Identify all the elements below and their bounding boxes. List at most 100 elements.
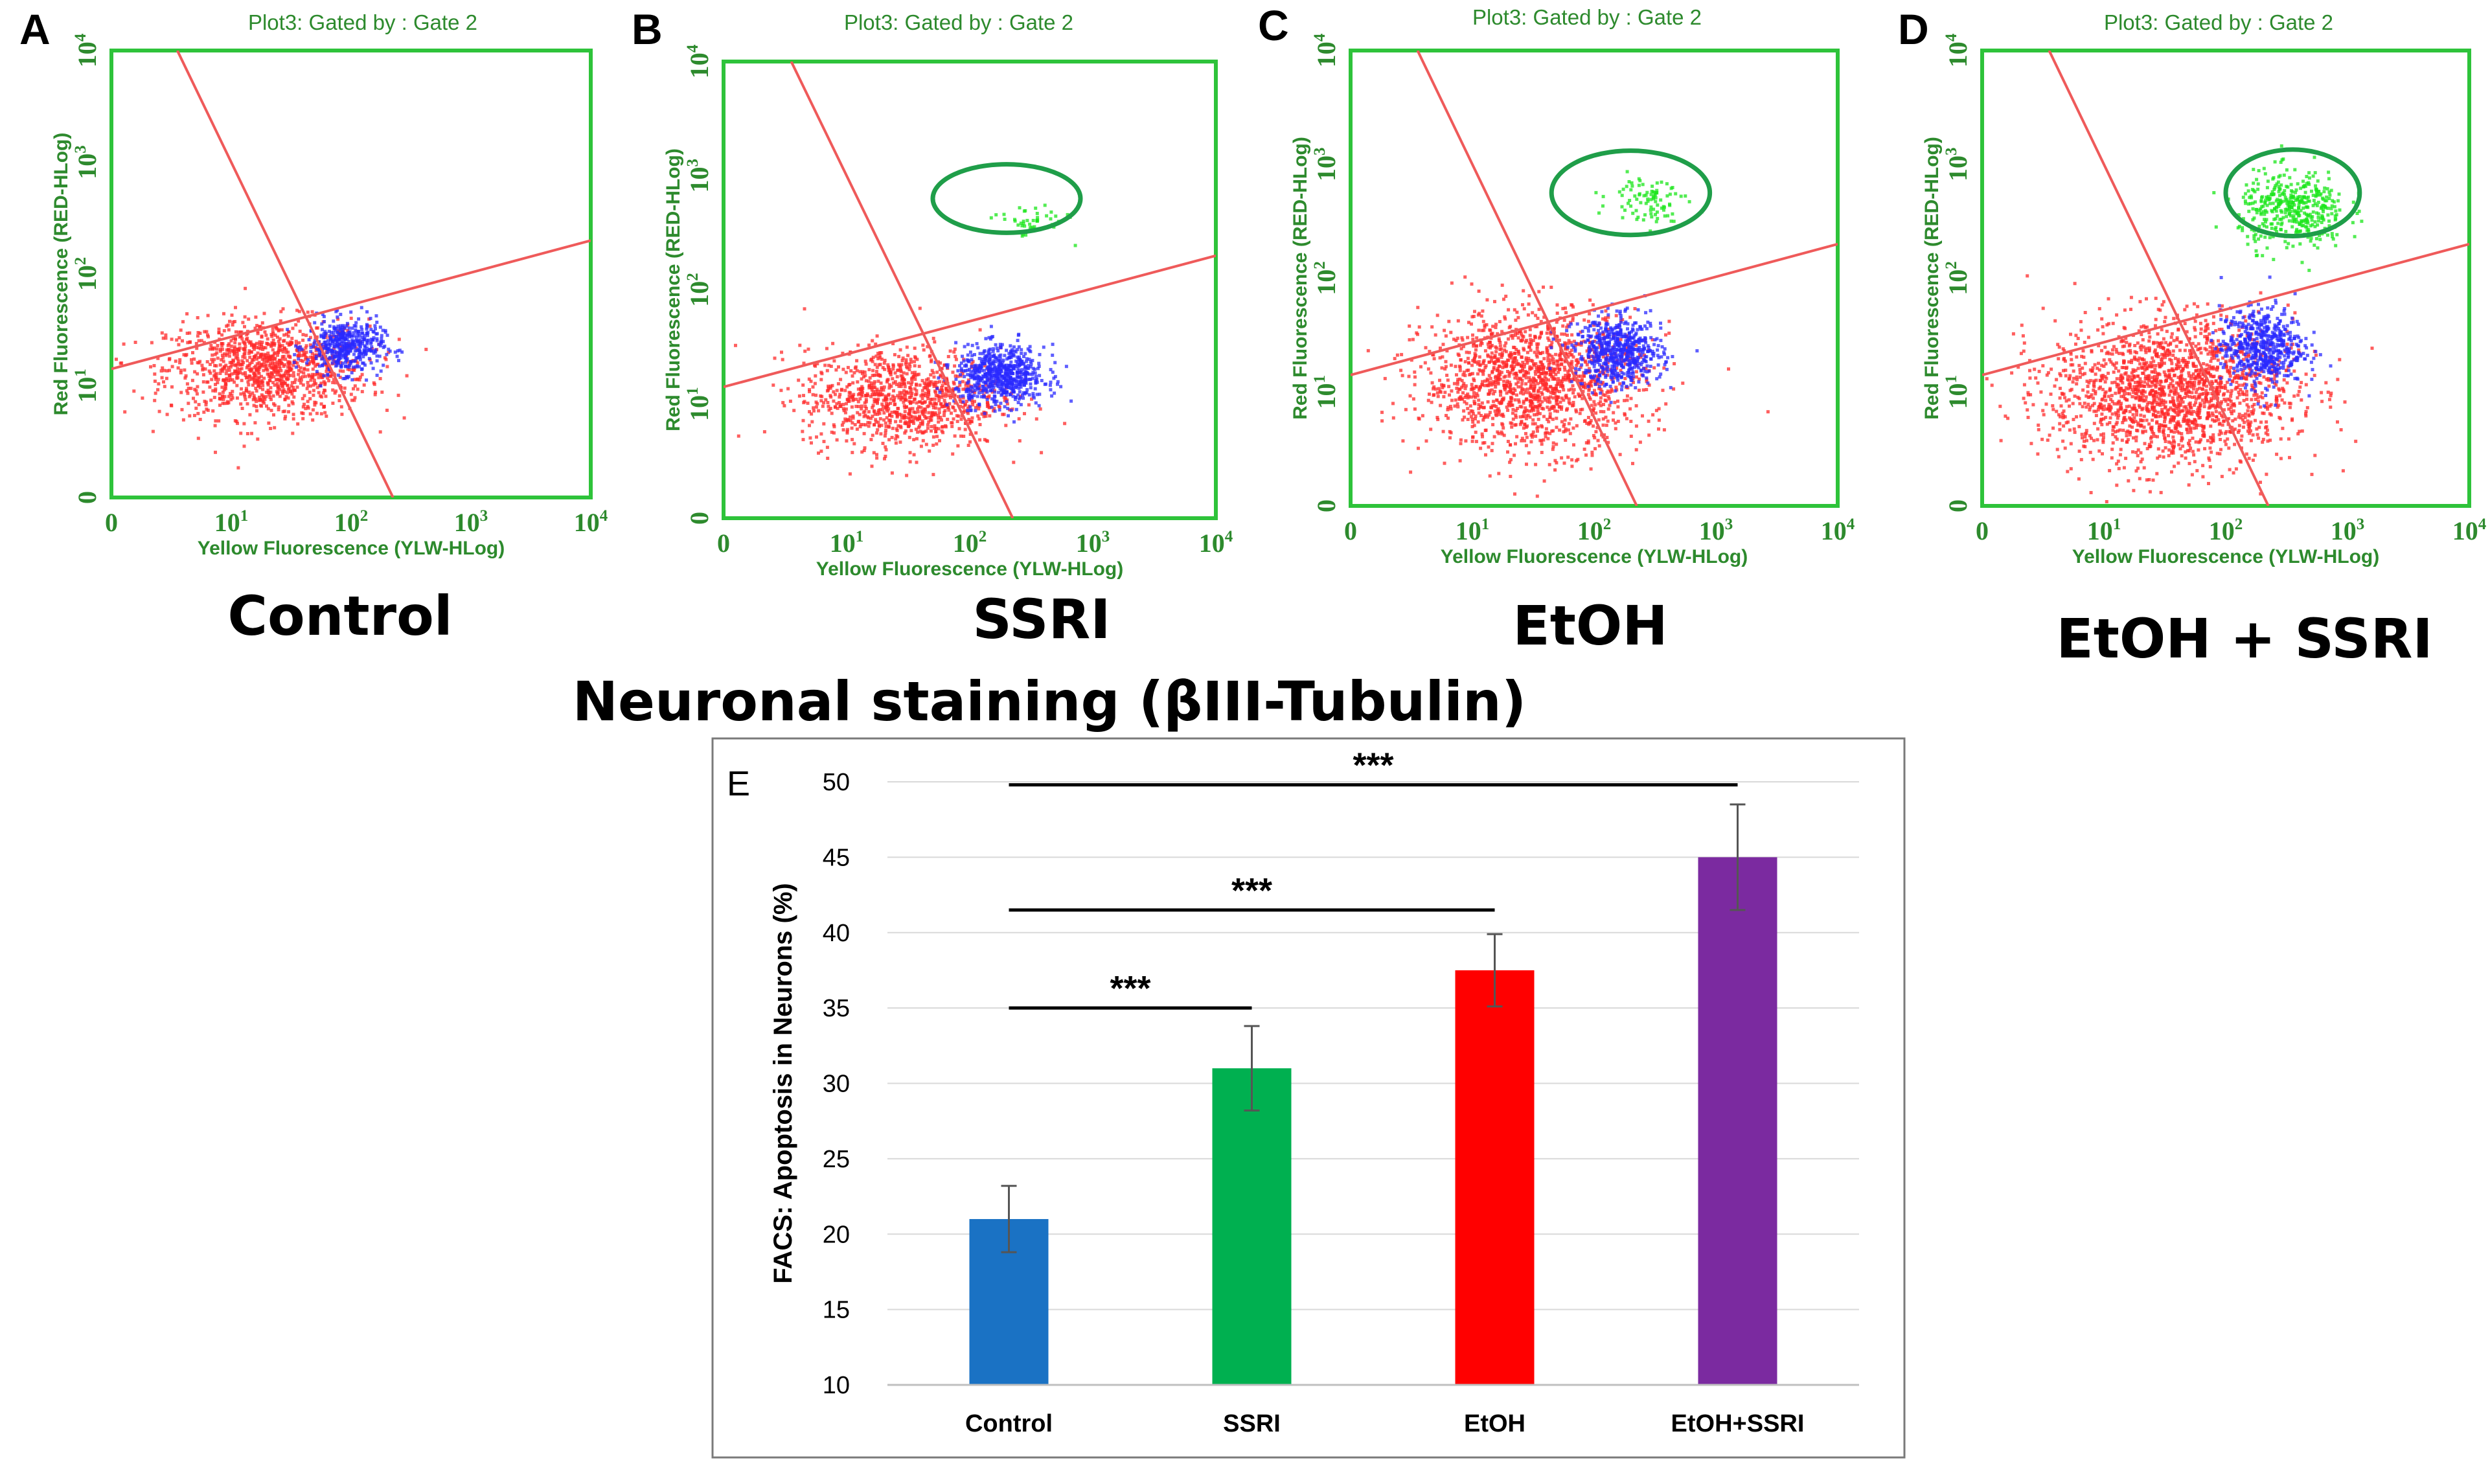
x-tick-label: 104 bbox=[1199, 528, 1233, 558]
plot-title: Plot3: Gated by : Gate 2 bbox=[1472, 5, 1702, 29]
y-tick-label: 102 bbox=[1943, 261, 1972, 295]
gate-ellipse bbox=[930, 162, 1083, 235]
y-tick-label: 102 bbox=[1311, 261, 1341, 295]
x-tick-label: 102 bbox=[2209, 516, 2243, 545]
x-tick-label: 0 bbox=[1344, 516, 1357, 545]
x-tick-label: 103 bbox=[1699, 516, 1733, 545]
y-tick-label: 45 bbox=[823, 844, 850, 871]
population-early-apoptotic bbox=[933, 325, 1073, 424]
quadrant-gate-line bbox=[790, 62, 1014, 518]
population-late-apoptotic bbox=[2212, 144, 2364, 272]
x-tick-label: 102 bbox=[953, 528, 987, 558]
significance-stars: *** bbox=[1110, 969, 1150, 1008]
population-live bbox=[734, 306, 1067, 477]
condition-label: SSRI bbox=[972, 588, 1110, 651]
facs-panel-b: B Plot3: Gated by : Gate 2 0 101 102 103 104 0 1… bbox=[632, 5, 1233, 651]
error-bar bbox=[1487, 933, 1503, 1008]
y-axis-label: FACS: Apoptosis in Neurons (%) bbox=[769, 883, 797, 1284]
facs-panel-c: C Plot3: Gated by : Gate 2 0 101 102 103 104 0 1… bbox=[1258, 1, 1855, 657]
panel-letter: A bbox=[19, 5, 51, 53]
quadrant-gate-line bbox=[724, 254, 1216, 389]
y-tick-label: 103 bbox=[1311, 148, 1341, 182]
plot-title: Plot3: Gated by : Gate 2 bbox=[248, 10, 477, 34]
y-tick-label: 10 bbox=[823, 1372, 850, 1399]
facs-panels: A Plot3: Gated by : Gate 2 0 101 102 103 104 0 1… bbox=[19, 1, 2487, 670]
y-tick-label: 101 bbox=[72, 369, 102, 403]
x-tick-label: 103 bbox=[454, 507, 488, 537]
x-category-label: EtOH bbox=[1464, 1410, 1525, 1437]
x-tick-label: 101 bbox=[830, 528, 864, 558]
panel-letter: B bbox=[632, 5, 663, 53]
plot-title: Plot3: Gated by : Gate 2 bbox=[844, 10, 1073, 34]
significance-stars: *** bbox=[1353, 746, 1393, 785]
x-tick-label: 0 bbox=[105, 508, 118, 537]
population-late-apoptotic bbox=[1594, 170, 1704, 233]
x-axis-label: Yellow Fluorescence (YLW-HLog) bbox=[198, 538, 505, 559]
x-tick-label: 104 bbox=[2452, 516, 2487, 545]
population-early-apoptotic bbox=[1548, 294, 1699, 404]
x-tick-label: 101 bbox=[1456, 516, 1490, 545]
x-axis-label: Yellow Fluorescence (YLW-HLog) bbox=[816, 558, 1123, 580]
y-axis-label: Red Fluorescence (RED-HLog) bbox=[663, 148, 684, 431]
x-category-label: Control bbox=[965, 1410, 1053, 1437]
x-tick-label: 102 bbox=[334, 507, 369, 537]
quadrant-gate-line bbox=[2048, 51, 2270, 506]
x-tick-label: 101 bbox=[2087, 516, 2121, 545]
y-tick-label: 40 bbox=[823, 920, 850, 947]
condition-label: EtOH bbox=[1513, 594, 1667, 657]
gate-ellipse bbox=[1549, 148, 1713, 238]
figure-title: Neuronal staining (βIII-Tubulin) bbox=[573, 670, 1527, 733]
x-tick-label: 0 bbox=[717, 529, 730, 558]
y-tick-label: 104 bbox=[1311, 33, 1341, 67]
plot-title: Plot3: Gated by : Gate 2 bbox=[2104, 10, 2333, 34]
y-tick-label: 101 bbox=[1943, 375, 1972, 409]
x-axis-label: Yellow Fluorescence (YLW-HLog) bbox=[1441, 546, 1748, 567]
y-tick-label: 30 bbox=[823, 1071, 850, 1098]
plot-frame bbox=[1349, 49, 1840, 508]
event-dots bbox=[1366, 170, 1770, 498]
y-tick-label: 103 bbox=[684, 159, 714, 193]
population-live bbox=[1985, 234, 2374, 503]
y-tick-label: 101 bbox=[684, 387, 714, 422]
error-bar bbox=[1001, 1185, 1017, 1253]
quadrant-gate-line bbox=[1351, 242, 1838, 376]
panel-letter: C bbox=[1258, 1, 1289, 49]
bar-chart-panel-e: E 10 15 20 25 30 35 40 45 50 Control SSRI EtOH EtOH+S… bbox=[711, 737, 1906, 1459]
y-axis-label: Red Fluorescence (RED-HLog) bbox=[1290, 137, 1311, 420]
x-tick-label: 103 bbox=[1076, 528, 1110, 558]
facs-panel-d: D Plot3: Gated by : Gate 2 0 101 102 103 104 0 1… bbox=[1898, 5, 2487, 670]
x-tick-label: 102 bbox=[1577, 516, 1612, 545]
y-tick-label: 0 bbox=[1943, 499, 1972, 512]
event-dots bbox=[115, 286, 428, 470]
condition-label: Control bbox=[227, 584, 452, 648]
y-axis-label: Red Fluorescence (RED-HLog) bbox=[51, 133, 72, 416]
y-tick-label: 25 bbox=[823, 1146, 850, 1173]
y-tick-label: 104 bbox=[684, 44, 714, 78]
x-tick-label: 0 bbox=[1976, 516, 1989, 545]
y-tick-label: 20 bbox=[823, 1221, 850, 1248]
y-tick-label: 50 bbox=[823, 769, 850, 796]
event-dots bbox=[734, 203, 1077, 477]
panel-letter: E bbox=[727, 764, 750, 803]
y-tick-label: 0 bbox=[73, 491, 102, 504]
plot-frame bbox=[722, 60, 1218, 520]
quadrant-gate-line bbox=[176, 51, 394, 497]
y-tick-label: 35 bbox=[823, 995, 850, 1022]
panel-letter: D bbox=[1898, 5, 1929, 53]
y-tick-label: 0 bbox=[1312, 499, 1341, 512]
plot-frame bbox=[109, 49, 593, 499]
x-tick-label: 101 bbox=[214, 507, 249, 537]
y-tick-label: 103 bbox=[1943, 148, 1972, 182]
x-tick-label: 104 bbox=[1821, 516, 1855, 545]
plot-frame bbox=[1980, 49, 2471, 508]
condition-label: EtOH + SSRI bbox=[2056, 607, 2432, 670]
bar-ssri bbox=[1212, 1068, 1292, 1385]
facs-panel-a: A Plot3: Gated by : Gate 2 0 101 102 103 104 0 1… bbox=[19, 5, 608, 648]
x-axis-label: Yellow Fluorescence (YLW-HLog) bbox=[2072, 546, 2379, 567]
bar-etoh bbox=[1455, 970, 1535, 1385]
y-axis-label: Red Fluorescence (RED-HLog) bbox=[1921, 137, 1943, 420]
quadrant-gate-line bbox=[1416, 51, 1638, 506]
y-tick-label: 102 bbox=[684, 273, 714, 307]
gate-ellipse bbox=[2223, 147, 2362, 238]
